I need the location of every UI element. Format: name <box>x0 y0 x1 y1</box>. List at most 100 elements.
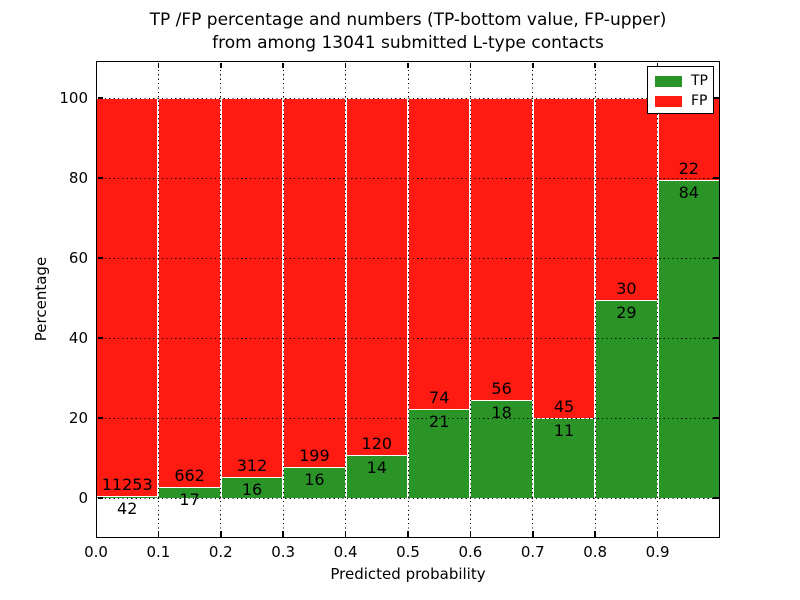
gridline-x-0.3 <box>282 61 284 538</box>
gridline-y-60 <box>96 257 720 259</box>
y-tick-left-40 <box>97 337 103 339</box>
y-tick-right-0 <box>713 497 719 499</box>
legend-label-tp: TP <box>691 73 708 89</box>
bar-fp-count: 30 <box>616 279 637 299</box>
gridline-y-80 <box>96 177 720 179</box>
y-tick-left-100 <box>97 97 103 99</box>
x-tick-bottom-0.4 <box>344 531 347 537</box>
bar-fp-0.1-0.2 <box>158 98 221 488</box>
x-tick-label-0.3: 0.3 <box>271 543 296 561</box>
legend: TP FP <box>647 66 714 114</box>
gridline-x-0.9 <box>657 61 659 538</box>
bar-tp-count: 84 <box>678 183 699 203</box>
y-tick-label-40: 40 <box>68 329 88 347</box>
x-tick-bottom-0.8 <box>594 531 596 537</box>
x-tick-bottom-0.7 <box>532 531 534 537</box>
x-tick-label-0.4: 0.4 <box>333 543 358 561</box>
y-tick-label-80: 80 <box>68 169 88 187</box>
x-tick-top-0.2 <box>220 62 222 68</box>
x-tick-label-0.7: 0.7 <box>520 543 545 561</box>
bar-tp-0.7-0.8 <box>532 419 596 498</box>
bar-tp-count: 29 <box>616 303 637 323</box>
bar-tp-count: 42 <box>117 498 138 518</box>
y-tick-label-60: 60 <box>68 249 88 267</box>
y-tick-right-40 <box>713 337 719 339</box>
legend-item-fp: FP <box>648 91 713 111</box>
gridline-x-0.4 <box>345 61 347 538</box>
bar-fp-count: 312 <box>236 456 268 476</box>
bar-fp-0.4-0.5 <box>345 98 408 457</box>
bar-fp-0.7-0.8 <box>532 98 596 420</box>
gridline-y-0 <box>96 497 720 499</box>
bar-fp-count: 74 <box>429 387 450 407</box>
chart-title-line-2: from among 13041 submitted L-type contac… <box>212 33 604 53</box>
bar-tp-count: 16 <box>304 470 325 490</box>
bar-fp-count: 22 <box>678 159 699 179</box>
x-tick-bottom-0.1 <box>157 531 160 537</box>
bar-tp-0.4-0.5 <box>345 456 408 498</box>
bar-fp-0.6-0.7 <box>470 98 533 401</box>
x-tick-bottom-0.5 <box>407 531 409 537</box>
x-axis-label: Predicted probability <box>330 565 486 583</box>
bar-fp-0.3-0.4 <box>283 98 346 469</box>
gridline-y-20 <box>96 417 720 419</box>
bar-tp-0.8-0.9 <box>595 301 658 498</box>
x-tick-top-0.4 <box>344 62 347 68</box>
legend-swatch-fp <box>655 95 682 107</box>
bar-tp-count: 21 <box>429 411 450 431</box>
x-tick-label-0.6: 0.6 <box>458 543 483 561</box>
y-axis-label: Percentage <box>32 256 50 342</box>
x-tick-top-0.6 <box>469 62 472 68</box>
gridline-x-0.6 <box>469 61 471 538</box>
y-tick-left-0 <box>97 497 103 499</box>
x-tick-bottom-0.6 <box>469 531 472 537</box>
bar-fp-0.5-0.6 <box>408 98 471 410</box>
legend-item-tp: TP <box>648 71 713 91</box>
x-tick-label-0.9: 0.9 <box>645 543 670 561</box>
x-tick-bottom-0.3 <box>282 531 284 537</box>
bar-tp-0.6-0.7 <box>470 400 533 498</box>
bar-tp-count: 18 <box>491 402 512 422</box>
y-tick-right-80 <box>713 177 719 179</box>
bar-tp-0.5-0.6 <box>408 409 471 498</box>
x-tick-label-0.8: 0.8 <box>583 543 608 561</box>
gridline-x-0.8 <box>594 61 596 538</box>
x-tick-top-0.9 <box>656 62 659 68</box>
x-tick-bottom-0.9 <box>656 531 659 537</box>
legend-swatch-tp <box>655 75 682 87</box>
bar-tp-count: 16 <box>241 480 263 500</box>
bar-fp-0.0-0.1 <box>96 98 159 497</box>
y-tick-label-20: 20 <box>68 409 88 427</box>
x-tick-top-0.3 <box>282 62 284 68</box>
y-tick-left-80 <box>97 177 103 179</box>
x-tick-label-0.1: 0.1 <box>146 543 171 561</box>
legend-label-fp: FP <box>691 93 708 109</box>
bar-fp-0.2-0.3 <box>220 98 284 479</box>
bar-tp-0.9-1.0 <box>657 181 720 498</box>
y-tick-label-100: 100 <box>59 89 88 107</box>
gridline-x-0.2 <box>220 61 222 538</box>
x-tick-top-0.1 <box>157 62 160 68</box>
chart-title: TP /FP percentage and numbers (TP-bottom… <box>96 9 720 55</box>
y-tick-right-100 <box>713 97 719 99</box>
gridline-x-0.7 <box>532 61 534 538</box>
y-tick-label-0: 0 <box>78 489 88 507</box>
bar-fp-0.8-0.9 <box>595 98 658 302</box>
y-tick-left-20 <box>97 417 103 419</box>
bar-fp-count: 45 <box>553 397 575 417</box>
bar-tp-0.1-0.2 <box>158 487 221 498</box>
bar-tp-0.3-0.4 <box>283 468 346 498</box>
gridline-y-40 <box>96 337 720 339</box>
bar-fp-count: 56 <box>491 378 512 398</box>
x-tick-label-0.2: 0.2 <box>208 543 233 561</box>
bar-tp-count: 17 <box>179 489 200 509</box>
x-tick-top-0.5 <box>407 62 409 68</box>
bar-tp-count: 14 <box>366 458 387 478</box>
x-tick-bottom-0.2 <box>220 531 222 537</box>
x-tick-top-0.8 <box>594 62 596 68</box>
chart-title-line-1: TP /FP percentage and numbers (TP-bottom… <box>149 10 667 30</box>
x-tick-top-0.7 <box>532 62 534 68</box>
y-tick-right-20 <box>713 417 719 419</box>
gridline-y-100 <box>96 97 720 99</box>
